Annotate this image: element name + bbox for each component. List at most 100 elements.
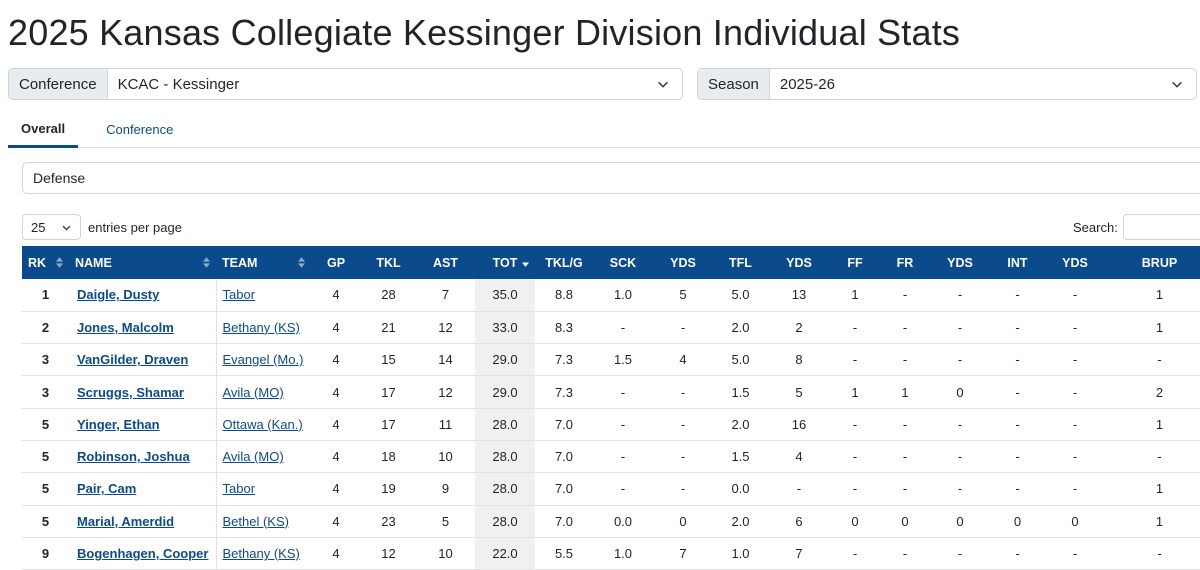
stat-cell: 1	[901, 384, 909, 400]
season-label: Season	[698, 69, 770, 99]
stat-cell: -	[1072, 546, 1078, 562]
column-header-label: TKL/G	[545, 255, 583, 270]
column-header[interactable]: FF	[830, 246, 880, 279]
player-link[interactable]: Daigle, Dusty	[77, 287, 160, 303]
stat-cell: -	[620, 384, 626, 400]
column-header[interactable]: TFL	[713, 246, 768, 279]
stat-cell: -	[957, 546, 963, 562]
stat-cell: -	[1072, 352, 1078, 368]
player-link[interactable]: Jones, Malcolm	[77, 319, 174, 335]
stat-cell: 28.0	[475, 408, 535, 441]
conference-select[interactable]: Conference KCAC - Kessinger	[8, 68, 683, 100]
stat-cell: 10	[438, 449, 453, 465]
column-header[interactable]: YDS	[930, 246, 990, 279]
team-link[interactable]: Bethany (KS)	[222, 546, 300, 562]
stat-cell: 0	[851, 513, 859, 529]
column-header[interactable]: TOT	[475, 246, 535, 279]
stat-cell: -	[1072, 481, 1078, 497]
player-link[interactable]: Yinger, Ethan	[77, 416, 160, 432]
player-link[interactable]: Bogenhagen, Cooper	[77, 546, 209, 562]
column-header-label: TOT	[492, 255, 518, 270]
column-header[interactable]: RK	[22, 246, 69, 279]
conference-label: Conference	[9, 69, 108, 99]
stat-cell: -	[902, 319, 908, 335]
tab-overall[interactable]: Overall	[8, 112, 79, 148]
column-header-label: NAME	[75, 255, 112, 270]
column-header[interactable]: BRUP	[1105, 246, 1200, 279]
name-cell: Bogenhagen, Cooper	[69, 537, 217, 570]
sort-icon	[203, 257, 210, 268]
stat-cell: 4	[332, 416, 340, 432]
column-header[interactable]: NAME	[69, 246, 216, 279]
stat-cell: 29.0	[475, 343, 535, 376]
stat-cell: 4	[332, 384, 340, 400]
column-header[interactable]: INT	[990, 246, 1045, 279]
team-link[interactable]: Bethany (KS)	[222, 319, 300, 335]
team-link[interactable]: Evangel (Mo.)	[222, 352, 304, 368]
column-header[interactable]: FR	[880, 246, 930, 279]
stat-cell: 0	[956, 513, 964, 529]
stat-cell: -	[1072, 449, 1078, 465]
stat-cell: -	[1072, 384, 1078, 400]
column-header[interactable]: YDS	[768, 246, 830, 279]
team-cell: Bethel (KS)	[216, 505, 311, 537]
stat-cell: 5	[679, 287, 687, 303]
stat-cell: 1	[851, 287, 859, 303]
stat-cell: 4	[679, 352, 687, 368]
column-header[interactable]: SCK	[593, 246, 653, 279]
page-title: 2025 Kansas Collegiate Kessinger Divisio…	[8, 12, 961, 53]
team-link[interactable]: Tabor	[222, 481, 256, 497]
player-link[interactable]: VanGilder, Draven	[77, 352, 189, 368]
team-link[interactable]: Avila (MO)	[222, 449, 284, 465]
stat-cell: 7.0	[554, 416, 574, 432]
stat-cell: -	[680, 416, 686, 432]
team-cell: Ottawa (Kan.)	[216, 408, 311, 440]
column-header[interactable]: TKL	[361, 246, 416, 279]
player-link[interactable]: Pair, Cam	[77, 481, 137, 497]
column-header[interactable]: TEAM	[216, 246, 311, 279]
stat-cell: 22.0	[475, 537, 535, 570]
player-link[interactable]: Robinson, Joshua	[77, 449, 190, 465]
tab-conference[interactable]: Conference	[106, 122, 174, 137]
name-cell: Scruggs, Shamar	[69, 375, 217, 409]
sort-icon	[298, 257, 305, 268]
stat-cell: 8.8	[554, 287, 574, 303]
column-header[interactable]: YDS	[1045, 246, 1105, 279]
stat-cell: 16	[791, 416, 807, 432]
stat-cell: 1.0	[731, 546, 750, 562]
stat-category-select[interactable]: Defense	[22, 162, 1200, 194]
stat-cell: -	[796, 481, 802, 497]
stat-cell: 1	[851, 384, 859, 400]
stat-cell: 29.0	[475, 375, 535, 409]
column-header[interactable]: YDS	[653, 246, 713, 279]
team-link[interactable]: Avila (MO)	[222, 384, 284, 400]
column-header[interactable]: GP	[311, 246, 361, 279]
stat-cell: 8.3	[554, 319, 574, 335]
season-select[interactable]: Season 2025-26	[697, 68, 1197, 100]
player-link[interactable]: Marial, Amerdid	[77, 513, 175, 529]
stat-cell: 1.5	[731, 384, 750, 400]
stat-cell: 1	[1155, 416, 1164, 432]
team-link[interactable]: Bethel (KS)	[222, 513, 289, 529]
player-link[interactable]: Scruggs, Shamar	[77, 384, 184, 400]
search-label: Search:	[1073, 219, 1118, 235]
column-header[interactable]: AST	[416, 246, 475, 279]
column-header-label: TEAM	[222, 255, 258, 270]
stat-cell: -	[902, 287, 908, 303]
column-header-label: AST	[433, 255, 458, 270]
stat-cell: 28	[381, 287, 396, 303]
stat-cell: 4	[332, 513, 340, 529]
stat-cell: 7	[679, 546, 687, 562]
stat-cell: -	[620, 481, 626, 497]
team-link[interactable]: Tabor	[222, 287, 256, 303]
stat-cell: -	[957, 481, 963, 497]
stat-cell: 2	[795, 319, 803, 335]
search-input[interactable]	[1122, 214, 1200, 240]
stat-cell: -	[680, 384, 686, 400]
entries-per-page-select[interactable]: 25	[22, 214, 81, 240]
column-header[interactable]: TKL/G	[535, 246, 593, 279]
team-link[interactable]: Ottawa (Kan.)	[222, 416, 303, 432]
season-value: 2025-26	[779, 75, 835, 93]
stat-cell: 21	[381, 319, 396, 335]
stat-cell: -	[852, 481, 858, 497]
